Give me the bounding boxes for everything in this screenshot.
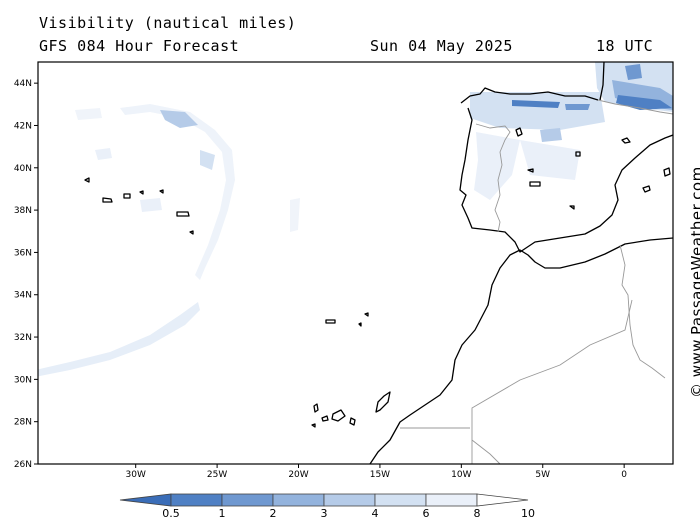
lat-tick-label: 42N — [14, 121, 32, 131]
lon-tick-label: 5W — [535, 470, 550, 480]
legend-swatch — [323, 493, 376, 507]
lon-tick-label: 0 — [621, 470, 627, 480]
coastlines — [84, 62, 673, 464]
chart-title: Visibility (nautical miles) — [39, 14, 297, 32]
visibility-legend: 0.5 1 2 3 4 6 8 10 — [119, 493, 535, 520]
lon-tick-label: 10W — [451, 470, 471, 480]
forecast-label: GFS 084 Hour Forecast — [39, 37, 240, 55]
forecast-time: 18 UTC — [596, 37, 654, 55]
legend-label: 3 — [321, 507, 328, 520]
legend-swatch — [476, 493, 529, 507]
longitude-axis: 30W 25W 20W 15W 10W 5W 0 — [126, 464, 627, 480]
legend-label: 10 — [521, 507, 535, 520]
legend-label: 8 — [474, 507, 481, 520]
credit-text: © www.PassageWeather.com — [688, 166, 700, 398]
legend-label: 0.5 — [162, 507, 180, 520]
lat-tick-label: 38N — [14, 206, 32, 216]
lat-tick-label: 30N — [14, 375, 32, 385]
legend-swatch — [272, 493, 325, 507]
borders — [400, 99, 673, 464]
legend-swatch — [221, 493, 274, 507]
legend-swatch — [170, 493, 223, 507]
legend-label: 2 — [270, 507, 277, 520]
lat-tick-label: 26N — [14, 460, 32, 470]
legend-swatch — [374, 493, 427, 507]
legend-label: 1 — [219, 507, 226, 520]
lat-tick-label: 32N — [14, 333, 32, 343]
legend-swatch — [425, 493, 478, 507]
map-frame — [37, 61, 674, 465]
lon-tick-label: 30W — [126, 470, 146, 480]
lat-tick-label: 36N — [14, 248, 32, 258]
legend-label: 4 — [372, 507, 379, 520]
legend-swatch — [119, 493, 172, 507]
lat-tick-label: 40N — [14, 164, 32, 174]
lat-tick-label: 44N — [14, 79, 32, 89]
latitude-axis: 44N 42N 40N 38N 36N 34N 32N 30N 28N 26N — [14, 79, 38, 470]
lon-tick-label: 20W — [288, 470, 308, 480]
legend-label: 6 — [423, 507, 430, 520]
visibility-shading — [38, 62, 673, 377]
forecast-date: Sun 04 May 2025 — [370, 37, 513, 55]
lon-tick-label: 25W — [207, 470, 227, 480]
lon-tick-label: 15W — [370, 470, 390, 480]
lat-tick-label: 34N — [14, 291, 32, 301]
lat-tick-label: 28N — [14, 418, 32, 428]
